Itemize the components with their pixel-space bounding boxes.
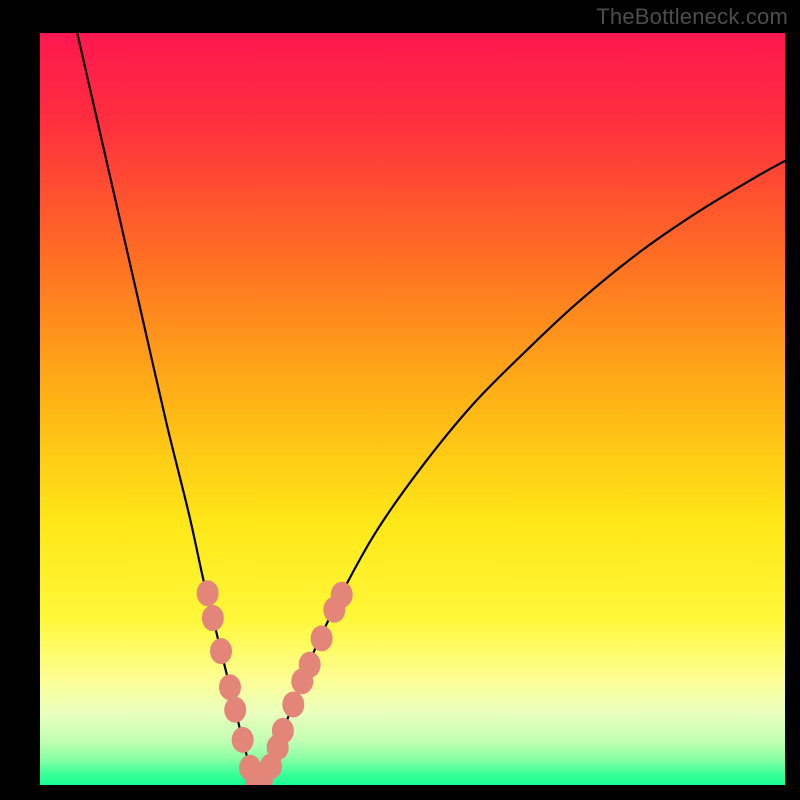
curve-marker xyxy=(210,638,232,664)
watermark-text: TheBottleneck.com xyxy=(596,4,788,30)
root-container: TheBottleneck.com xyxy=(0,0,800,800)
curve-marker xyxy=(299,652,321,678)
curve-marker xyxy=(197,580,219,606)
curve-marker xyxy=(202,605,224,631)
curve-marker xyxy=(232,727,254,753)
curve-marker xyxy=(282,692,304,718)
chart-svg xyxy=(0,0,800,800)
plot-area xyxy=(40,33,785,785)
curve-marker xyxy=(272,718,294,744)
curve-marker xyxy=(311,625,333,651)
curve-marker xyxy=(224,697,246,723)
curve-marker xyxy=(219,674,241,700)
curve-marker xyxy=(331,582,353,608)
